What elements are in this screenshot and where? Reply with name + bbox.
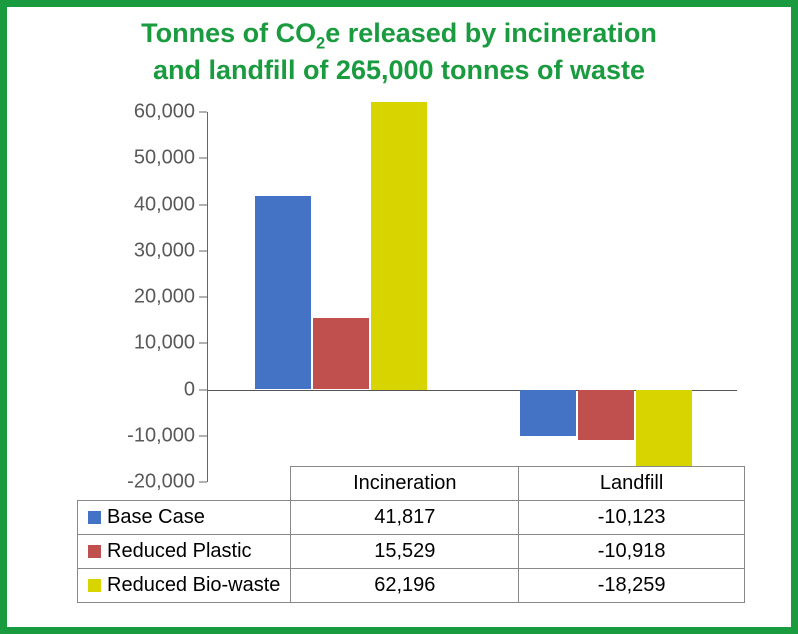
title-line1-pre: Tonnes of CO bbox=[141, 18, 316, 48]
cell-0-0: 41,817 bbox=[291, 501, 519, 535]
series-label-0: Base Case bbox=[107, 506, 205, 528]
y-tick-label: 40,000 bbox=[85, 193, 195, 216]
bar bbox=[313, 318, 369, 390]
y-tick-label: -10,000 bbox=[85, 424, 195, 447]
data-table: Incineration Landfill Base Case 41,817 -… bbox=[77, 466, 745, 603]
swatch-0 bbox=[88, 511, 101, 524]
title-sub: 2 bbox=[316, 34, 325, 52]
y-tick-label: 0 bbox=[85, 378, 195, 401]
table-row: Reduced Bio-waste 62,196 -18,259 bbox=[78, 569, 745, 603]
table-header-cat1: Landfill bbox=[519, 467, 745, 501]
table-row: Base Case 41,817 -10,123 bbox=[78, 501, 745, 535]
y-tick-label: 50,000 bbox=[85, 147, 195, 170]
title-line1-post: e released by incineration bbox=[325, 18, 657, 48]
legend-cell-0: Base Case bbox=[78, 501, 291, 535]
table-corner bbox=[78, 467, 291, 501]
y-tick-label: 20,000 bbox=[85, 286, 195, 309]
chart-plot-area: -20,000-10,000010,00020,00030,00040,0005… bbox=[77, 112, 737, 482]
legend-cell-2: Reduced Bio-waste bbox=[78, 569, 291, 603]
y-tick-label: 10,000 bbox=[85, 332, 195, 355]
cell-1-1: -10,918 bbox=[519, 535, 745, 569]
y-axis: -20,000-10,000010,00020,00030,00040,0005… bbox=[77, 112, 207, 482]
table-header-row: Incineration Landfill bbox=[78, 467, 745, 501]
bar bbox=[578, 390, 634, 440]
y-tick-label: 30,000 bbox=[85, 239, 195, 262]
bar bbox=[255, 196, 311, 389]
legend-cell-1: Reduced Plastic bbox=[78, 535, 291, 569]
plot-region bbox=[207, 112, 737, 482]
swatch-1 bbox=[88, 545, 101, 558]
chart-title: Tonnes of CO2e released by incineration … bbox=[7, 7, 791, 87]
y-tick-label: 60,000 bbox=[85, 101, 195, 124]
bar bbox=[371, 102, 427, 390]
cell-2-1: -18,259 bbox=[519, 569, 745, 603]
bar bbox=[636, 390, 692, 474]
title-line2: and landfill of 265,000 tonnes of waste bbox=[153, 55, 645, 85]
series-label-1: Reduced Plastic bbox=[107, 540, 252, 562]
bar bbox=[520, 390, 576, 437]
chart-frame: Tonnes of CO2e released by incineration … bbox=[0, 0, 798, 634]
table-row: Reduced Plastic 15,529 -10,918 bbox=[78, 535, 745, 569]
cell-1-0: 15,529 bbox=[291, 535, 519, 569]
series-label-2: Reduced Bio-waste bbox=[107, 574, 280, 596]
swatch-2 bbox=[88, 579, 101, 592]
cell-0-1: -10,123 bbox=[519, 501, 745, 535]
table-header-cat0: Incineration bbox=[291, 467, 519, 501]
cell-2-0: 62,196 bbox=[291, 569, 519, 603]
